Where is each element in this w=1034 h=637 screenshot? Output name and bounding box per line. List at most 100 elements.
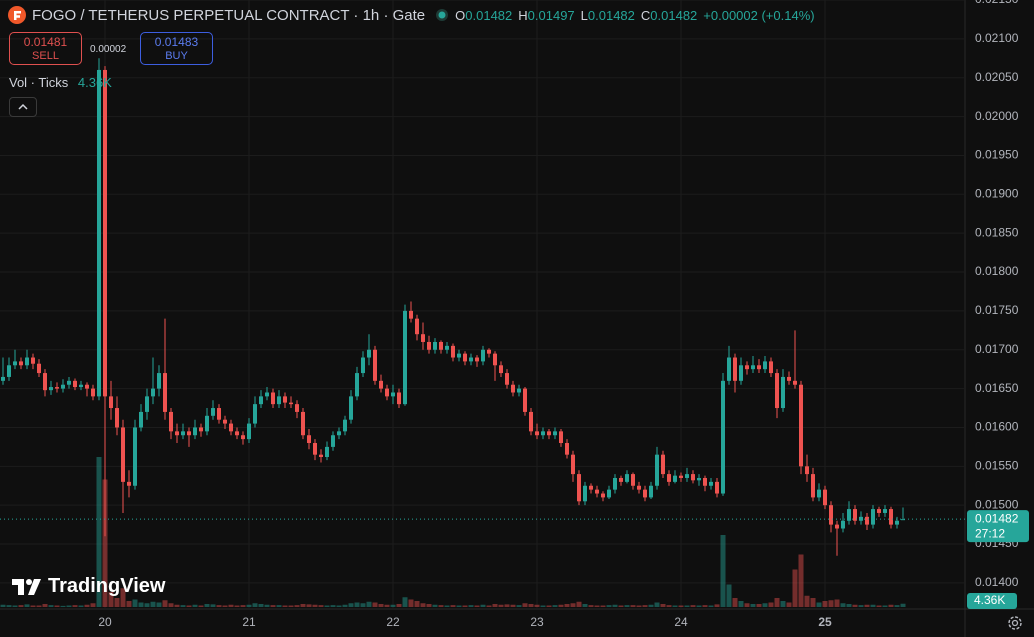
- candle-body: [457, 353, 461, 358]
- candle-body: [409, 310, 413, 319]
- volume-bar: [420, 603, 426, 607]
- volume-bar: [864, 604, 870, 607]
- candle-body: [661, 454, 665, 475]
- volume-bar: [120, 588, 126, 607]
- candle-body: [625, 474, 629, 482]
- volume-bar: [888, 604, 894, 607]
- candle-body: [565, 443, 569, 455]
- price-tag: [967, 510, 1029, 543]
- candle-body: [97, 69, 101, 397]
- candle-body: [517, 388, 521, 393]
- candle-body: [535, 431, 539, 436]
- volume-bar: [594, 605, 600, 607]
- candle-body: [793, 380, 797, 385]
- volume-bar: [342, 604, 348, 607]
- volume-bar: [54, 605, 60, 607]
- volume-bar: [804, 595, 810, 607]
- buy-label: BUY: [165, 50, 188, 62]
- logo: TradingView: [12, 575, 165, 598]
- volume-bar: [678, 605, 684, 607]
- volume-bar: [768, 602, 774, 607]
- candle-body: [145, 396, 149, 412]
- candle-body: [169, 411, 173, 432]
- volume-bar: [48, 605, 54, 607]
- volume-bar: [894, 605, 900, 607]
- volume-bar: [516, 605, 522, 607]
- volume-bar: [72, 605, 78, 607]
- volume-bar: [510, 604, 516, 607]
- volume-bar: [504, 604, 510, 607]
- candle-body: [445, 345, 449, 350]
- settings-button[interactable]: [1006, 614, 1024, 637]
- volume-bar: [840, 603, 846, 607]
- volume-bar: [246, 604, 252, 607]
- candle-body: [241, 435, 245, 440]
- candle-body: [13, 361, 17, 366]
- candle-body: [355, 373, 359, 397]
- volume-bar: [222, 605, 228, 607]
- volume-bar: [642, 605, 648, 607]
- symbol-icon: [8, 6, 26, 24]
- volume-bar: [462, 605, 468, 607]
- volume-bar: [138, 602, 144, 607]
- volume-bar: [336, 605, 342, 607]
- candle-body: [265, 392, 269, 397]
- y-tick-label: 0.01700: [975, 342, 1019, 356]
- candle-body: [601, 493, 605, 498]
- candle-body: [805, 466, 809, 475]
- volume-bar: [882, 605, 888, 607]
- volume-bar: [654, 602, 660, 607]
- volume-bar: [126, 601, 132, 607]
- candle-body: [595, 489, 599, 494]
- candle-body: [769, 361, 773, 374]
- candle-body: [37, 363, 41, 374]
- candle-body: [25, 357, 29, 366]
- collapse-button[interactable]: [9, 97, 37, 117]
- candle-body: [217, 408, 221, 420]
- candle-body: [799, 384, 803, 467]
- candle-body: [319, 454, 323, 457]
- volume-bar: [186, 605, 192, 607]
- candle-body: [163, 373, 167, 412]
- y-tick-label: 0.01600: [975, 420, 1019, 434]
- candle-body: [349, 396, 353, 420]
- candle-body: [31, 357, 35, 364]
- sell-button[interactable]: 0.01481 SELL: [9, 32, 82, 65]
- price-tag-countdown: 27:12: [975, 526, 1005, 540]
- candle-body: [715, 481, 719, 494]
- volume-bar: [828, 600, 834, 607]
- volume-bar: [0, 604, 6, 607]
- candle-body: [187, 431, 191, 436]
- volume-bar: [468, 605, 474, 607]
- indicator-name: Vol · Ticks: [9, 75, 69, 90]
- volume-bar: [30, 605, 36, 607]
- y-tick-label: 0.02000: [975, 109, 1019, 123]
- candle-body: [427, 341, 431, 350]
- candle-body: [403, 310, 407, 405]
- candle-body: [505, 373, 509, 385]
- volume-bar: [216, 605, 222, 607]
- volume-bar: [294, 605, 300, 607]
- candle-body: [235, 431, 239, 436]
- candle-body: [223, 419, 227, 424]
- volume-bar: [372, 602, 378, 607]
- candle-body: [379, 380, 383, 389]
- volume-bar: [624, 605, 630, 607]
- symbol-title[interactable]: FOGO / TETHERUS PERPETUAL CONTRACT · 1h …: [32, 6, 426, 24]
- candle-body: [439, 341, 443, 350]
- candle-body: [79, 384, 83, 388]
- candle-body: [811, 474, 815, 498]
- candle-body: [559, 431, 563, 444]
- volume-bar: [660, 604, 666, 607]
- candle-body: [841, 520, 845, 529]
- buy-button[interactable]: 0.01483 BUY: [140, 32, 213, 65]
- volume-bar: [24, 604, 30, 607]
- candle-body: [583, 485, 587, 502]
- volume-bar: [792, 569, 798, 607]
- candle-body: [757, 365, 761, 370]
- price-tag-price: 0.01482: [975, 511, 1019, 525]
- candle-body: [817, 489, 821, 498]
- volume-bar: [444, 605, 450, 607]
- volume-bar: [96, 457, 102, 607]
